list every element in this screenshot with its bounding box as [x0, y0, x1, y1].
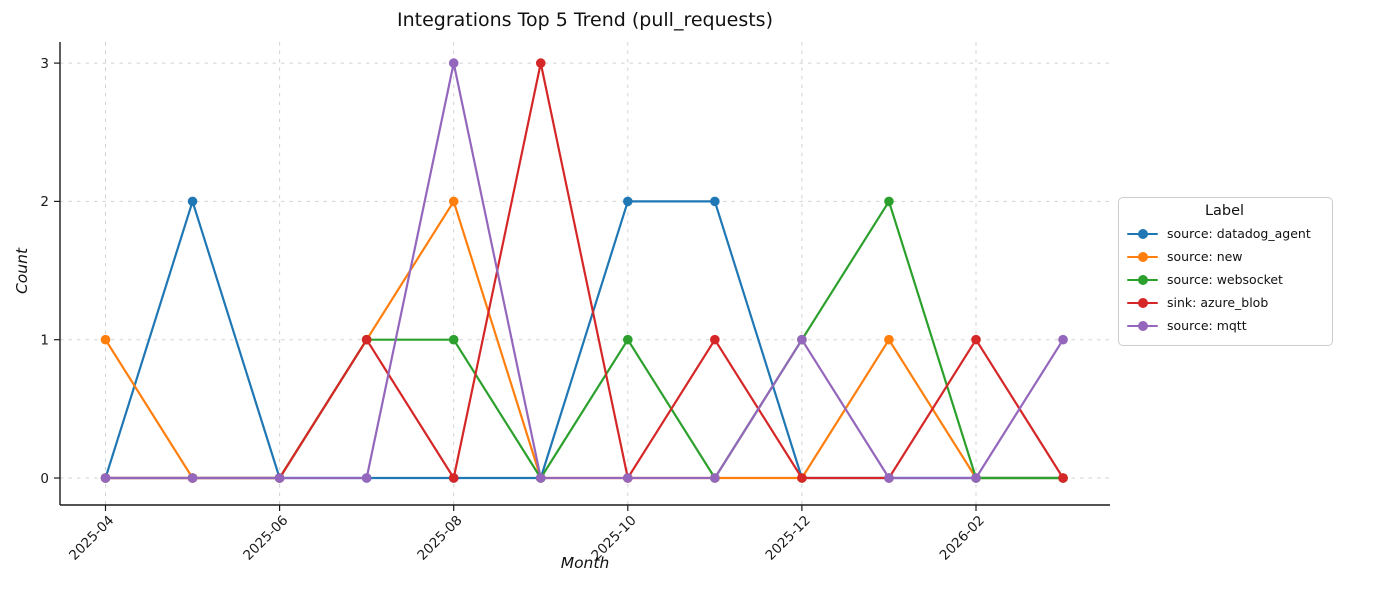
- legend-entries: source: datadog_agent source: new source: …: [1127, 222, 1322, 337]
- legend-line-marker-icon: [1127, 251, 1158, 262]
- legend-entry-label: source: websocket: [1167, 272, 1283, 287]
- series-line: [104, 61, 1065, 480]
- data-point: [100, 334, 111, 345]
- legend-entry-label: source: mqtt: [1167, 318, 1247, 333]
- data-point: [623, 334, 633, 345]
- legend-line-marker-icon: [1127, 228, 1158, 239]
- data-point: [187, 473, 198, 483]
- data-point: [187, 196, 198, 207]
- data-point: [535, 58, 546, 68]
- legend-entry: source: mqtt: [1127, 314, 1322, 337]
- data-point: [274, 473, 285, 483]
- legend-entry-label: sink: azure_blob: [1167, 295, 1269, 310]
- y-tick-label: 1: [40, 333, 49, 349]
- data-point: [884, 196, 894, 207]
- data-point: [1058, 334, 1068, 345]
- legend-entry: sink: azure_blob: [1127, 291, 1322, 314]
- chart-title: Integrations Top 5 Trend (pull_requests): [396, 9, 773, 31]
- x-axis-label: Month: [560, 554, 610, 572]
- legend-entry: source: datadog_agent: [1127, 222, 1322, 245]
- y-tick-label: 3: [40, 56, 49, 72]
- data-point: [797, 334, 807, 345]
- data-point: [1058, 473, 1068, 483]
- data-point: [710, 473, 720, 483]
- data-point: [100, 473, 111, 483]
- legend-title: Label: [1204, 203, 1245, 219]
- series-line: [104, 61, 1065, 480]
- data-point: [448, 473, 459, 483]
- data-point: [710, 196, 720, 207]
- data-point: [710, 334, 720, 345]
- y-axis-label: Count: [13, 247, 31, 295]
- data-point: [448, 334, 459, 345]
- legend-entry: source: websocket: [1127, 268, 1322, 291]
- legend-line-marker-icon: [1127, 320, 1158, 331]
- legend-entry-label: source: datadog_agent: [1167, 226, 1311, 241]
- legend: Label source: datadog_agent source: new so…: [1118, 197, 1333, 346]
- y-tick-label: 0: [40, 471, 49, 487]
- data-point: [884, 334, 894, 345]
- data-point: [448, 196, 459, 207]
- legend-entry: source: new: [1127, 245, 1322, 268]
- data-point: [971, 473, 981, 483]
- legend-line-marker-icon: [1127, 297, 1158, 308]
- y-tick-label: 2: [40, 194, 49, 210]
- data-point: [971, 334, 981, 345]
- data-point: [448, 58, 459, 68]
- data-point: [884, 473, 894, 483]
- legend-line-marker-icon: [1127, 274, 1158, 285]
- data-point: [623, 473, 633, 483]
- data-point: [535, 473, 546, 483]
- legend-entry-label: source: new: [1167, 249, 1243, 264]
- data-point: [623, 196, 633, 207]
- data-point: [797, 473, 807, 483]
- data-point: [361, 473, 372, 483]
- data-point: [361, 334, 372, 345]
